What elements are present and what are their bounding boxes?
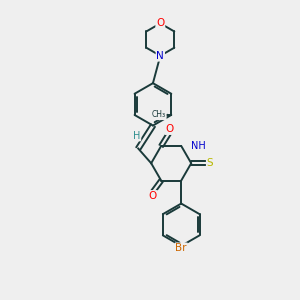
Text: O: O [156,18,164,28]
Text: Br: Br [176,243,187,253]
Text: H: H [133,130,140,141]
Text: NH: NH [190,141,206,151]
Text: CH₃: CH₃ [152,110,166,119]
Text: O: O [165,124,174,134]
Text: O: O [149,191,157,201]
Text: N: N [156,51,164,61]
Text: S: S [207,158,213,168]
